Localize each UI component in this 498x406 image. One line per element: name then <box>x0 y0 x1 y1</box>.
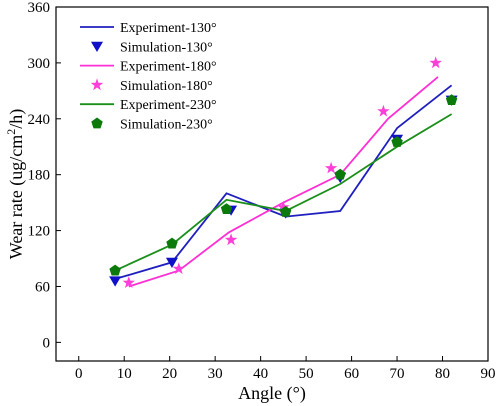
series-line-experiment-130 <box>114 84 453 280</box>
plot-frame <box>55 6 489 362</box>
legend-label-simulation-180: Simulation-180° <box>120 79 213 94</box>
y-tick-label-5: 300 <box>28 56 51 72</box>
x-tick-label-2: 20 <box>162 366 177 382</box>
y-tick-label-6: 360 <box>28 0 51 16</box>
y-axis-title-sup: 2 <box>4 129 18 135</box>
legend-marker-simulation-180 <box>90 78 104 91</box>
data-point-simulation-230-6 <box>445 94 458 105</box>
data-point-simulation-230-0 <box>109 264 121 276</box>
x-tick-label-3: 30 <box>208 366 223 382</box>
data-point-simulation-230-5 <box>391 136 403 147</box>
legend-marker-simulation-230 <box>91 117 103 129</box>
data-point-simulation-180-3 <box>277 200 290 213</box>
data-point-simulation-130-1 <box>165 257 178 268</box>
data-point-simulation-180-0 <box>122 276 135 288</box>
y-tick-label-0: 0 <box>43 335 51 351</box>
data-point-simulation-230-4 <box>334 168 346 180</box>
data-point-simulation-230-3 <box>279 205 292 217</box>
x-tick-label-8: 80 <box>435 366 450 382</box>
legend-label-experiment-180: Experiment-180° <box>120 60 217 75</box>
y-tick-label-2: 120 <box>28 224 51 240</box>
x-tick-label-6: 60 <box>344 366 359 382</box>
y-axis-title: Wear rate (ug/cm2/h) <box>4 109 27 259</box>
x-tick-label-0: 0 <box>75 366 83 382</box>
data-point-simulation-180-5 <box>377 104 390 117</box>
legend-label-experiment-230: Experiment-230° <box>120 98 217 113</box>
y-tick-label-4: 240 <box>28 112 51 128</box>
x-tick-label-7: 70 <box>390 366 405 382</box>
x-tick-label-9: 90 <box>481 366 496 382</box>
data-point-simulation-180-4 <box>324 161 338 174</box>
y-tick-label-3: 180 <box>28 168 51 184</box>
data-point-simulation-230-2 <box>220 203 233 214</box>
x-tick-label-1: 10 <box>117 366 132 382</box>
data-point-simulation-180-2 <box>224 233 238 246</box>
y-axis-title-tail: /h) <box>6 109 27 129</box>
y-axis-title-main: Wear rate (ug/cm <box>6 135 27 259</box>
axis-ticks: 0 10 20 30 40 50 60 70 80 90 0 60 120 180 240 300 360 <box>28 0 496 382</box>
legend-marker-simulation-130 <box>91 41 103 52</box>
data-point-simulation-180-6 <box>429 56 442 69</box>
data-point-simulation-130-0 <box>109 276 122 287</box>
legend-label-simulation-230: Simulation-230° <box>120 118 213 133</box>
legend-label-simulation-130: Simulation-130° <box>120 40 213 55</box>
x-tick-label-5: 50 <box>299 366 314 382</box>
legend-label-experiment-130: Experiment-130° <box>120 21 217 36</box>
y-tick-label-1: 60 <box>35 279 50 295</box>
data-point-simulation-180-1 <box>172 262 185 274</box>
legend: Experiment-130° Simulation-130° Experiment… <box>80 21 217 133</box>
x-tick-label-4: 40 <box>253 366 268 382</box>
data-point-simulation-230-1 <box>166 237 178 249</box>
x-axis-title: Angle (°) <box>238 383 306 404</box>
series-layer <box>109 56 458 288</box>
